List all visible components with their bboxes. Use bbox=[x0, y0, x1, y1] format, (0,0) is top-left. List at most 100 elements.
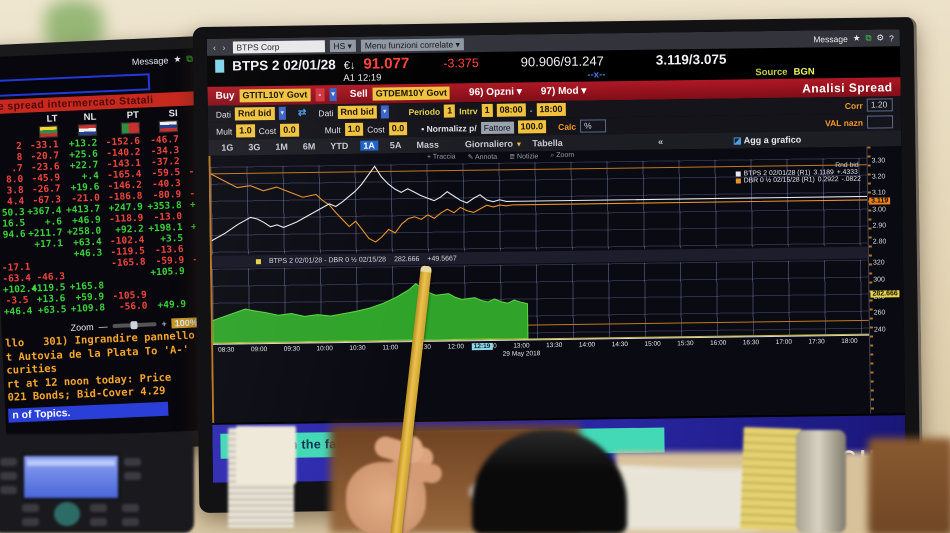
chart-tool-zoom[interactable]: ⌕ Zoom bbox=[550, 151, 575, 160]
flag-nl-icon bbox=[77, 123, 98, 137]
dropdown-icon[interactable]: ▾ bbox=[278, 106, 287, 120]
x-tick-label: 17:30 bbox=[808, 338, 825, 346]
corner-cell bbox=[0, 115, 22, 140]
sell-security-field[interactable]: GTDEM10Y Govt bbox=[372, 86, 451, 101]
add-to-chart-button[interactable]: ◪ Agg a grafico bbox=[732, 134, 802, 146]
time-dash: - bbox=[529, 104, 533, 115]
x-tick-label: 16:00 bbox=[710, 339, 727, 347]
val-nazn-field[interactable] bbox=[866, 115, 894, 129]
rnd-bid-field-2[interactable]: Rnd bid bbox=[337, 105, 378, 120]
spread-last-value: 282.666 bbox=[393, 255, 420, 263]
calc-field[interactable]: % bbox=[580, 119, 607, 133]
intrv-label: Intrv bbox=[459, 105, 478, 116]
pricing-source[interactable]: BGN bbox=[793, 66, 815, 78]
y-tick-label: 3.10 bbox=[871, 189, 886, 197]
chart-region: + Traccia ✎ Annota ≣ Notizie ⌕ Zoom Rnd bid… bbox=[208, 146, 906, 423]
message-button[interactable]: Message bbox=[131, 54, 169, 67]
tab-3g[interactable]: 3G bbox=[248, 142, 261, 153]
session-time: A1 12:19 bbox=[343, 72, 382, 84]
column-label: SI bbox=[168, 108, 178, 120]
source-label: Source bbox=[755, 66, 788, 79]
collapse-button[interactable]: « bbox=[657, 136, 664, 147]
frequency-dropdown[interactable]: Giornaliero ▼ bbox=[464, 138, 523, 150]
yield-bid-ask: 3.119/3.075 bbox=[655, 51, 727, 68]
tabella-button[interactable]: Tabella bbox=[532, 137, 563, 149]
swap-icon[interactable]: ⇄ bbox=[297, 107, 307, 119]
flag-lt-icon bbox=[38, 125, 59, 139]
fattore-field[interactable]: 100.0 bbox=[517, 120, 547, 134]
periodo-label: Periodo bbox=[408, 106, 441, 117]
y-tick-label: 240 bbox=[873, 326, 886, 334]
dropdown-icon[interactable]: ▾ bbox=[380, 105, 389, 119]
tab-mass[interactable]: Mass bbox=[416, 139, 439, 150]
ticker-input[interactable]: BTPS Corp bbox=[232, 39, 325, 54]
tab-1g[interactable]: 1G bbox=[221, 142, 234, 153]
message-button[interactable]: Message bbox=[813, 33, 848, 44]
end-time-field[interactable]: 18:00 bbox=[536, 102, 566, 117]
intrv-field[interactable]: 1 bbox=[481, 103, 493, 118]
spread-value: +109.8 bbox=[70, 302, 106, 315]
fattore-label[interactable]: Fattore bbox=[480, 121, 514, 134]
corr-field[interactable]: 1.20 bbox=[866, 98, 893, 112]
zoom-slider[interactable] bbox=[112, 321, 157, 330]
opzni-menu[interactable]: 96) Opzni ▾ bbox=[468, 86, 522, 99]
column-header-lt: LT bbox=[20, 113, 59, 139]
tab-1a[interactable]: 1A bbox=[360, 140, 378, 151]
spread-value: +63.5 bbox=[37, 304, 67, 317]
rnd-bid-field[interactable]: Rnd bid bbox=[234, 106, 275, 121]
zoom-out-button[interactable]: — bbox=[98, 321, 108, 332]
chart-tool-notizie[interactable]: ≣ Notizie bbox=[509, 153, 539, 161]
zoom-slider-handle[interactable] bbox=[130, 321, 138, 330]
spread-pane[interactable] bbox=[212, 259, 870, 344]
tab-1m[interactable]: 1M bbox=[275, 141, 288, 152]
zoom-in-button[interactable]: + bbox=[161, 318, 167, 329]
mult2-field[interactable]: 1.0 bbox=[344, 122, 364, 136]
legend-change: -.0822 bbox=[841, 175, 861, 184]
chart-toolbar: + Traccia ✎ Annota ≣ Notizie ⌕ Zoom bbox=[427, 152, 574, 162]
tab-5a[interactable]: 5A bbox=[389, 140, 402, 151]
hs-dropdown[interactable]: HS ▾ bbox=[329, 39, 356, 52]
yield-pane[interactable]: Rnd bid BTPS 2 02/01/28 (R1) 3.1189 +.4333… bbox=[210, 157, 868, 255]
nav-arrows[interactable]: ‹ › bbox=[212, 42, 228, 53]
x-tick-label: 16:30 bbox=[742, 339, 760, 347]
minus-button[interactable]: - bbox=[315, 88, 325, 102]
cost2-field[interactable]: 0.0 bbox=[388, 122, 408, 136]
column-label: PT bbox=[126, 109, 140, 122]
price-axis: 3.303.203.103.002.902.80 320300280260240… bbox=[866, 146, 906, 414]
tab-6m[interactable]: 6M bbox=[302, 141, 316, 152]
start-time-field[interactable]: 08:00 bbox=[496, 103, 526, 117]
column-label: NL bbox=[83, 111, 97, 124]
mod-menu[interactable]: 97) Mod ▾ bbox=[540, 85, 587, 98]
spread-value: +46.4 bbox=[3, 305, 33, 318]
y-tick-label: 3.20 bbox=[871, 173, 886, 181]
periodo-field[interactable]: 1 bbox=[444, 104, 456, 118]
gear-icon[interactable]: ⚙ bbox=[876, 32, 885, 43]
dropdown-icon[interactable]: ▾ bbox=[329, 88, 337, 102]
spread-series-label: BTPS 2 02/01/28 - DBR 0 ½ 02/15/28 bbox=[268, 255, 387, 265]
spread-value: +49.9 bbox=[157, 298, 187, 312]
help-icon[interactable]: ? bbox=[889, 32, 894, 43]
tab-ytd[interactable]: YTD bbox=[330, 140, 349, 152]
panels-icon[interactable]: ⧉ bbox=[865, 32, 872, 43]
chart-tool-annota[interactable]: ✎ Annota bbox=[467, 153, 498, 162]
y-tick-label: 3.30 bbox=[871, 157, 886, 165]
x-tick-label: 08:30 bbox=[218, 346, 235, 354]
x-tick-label: 09:30 bbox=[283, 345, 301, 353]
date-label: 29 May 2018 bbox=[502, 350, 541, 358]
star-icon[interactable]: ★ bbox=[852, 32, 861, 43]
chart-tool-traccia[interactable]: + Traccia bbox=[426, 153, 456, 161]
mult-field[interactable]: 1.0 bbox=[236, 124, 255, 138]
topics-highlight[interactable]: n of Topics. bbox=[8, 401, 169, 423]
series-swatch-icon bbox=[255, 258, 261, 264]
related-functions-menu[interactable]: Menu funzioni correlate ▾ bbox=[360, 37, 464, 52]
cost-field[interactable]: 0.0 bbox=[280, 123, 299, 137]
buy-security-field[interactable]: GTITL10Y Govt bbox=[239, 88, 311, 103]
cost-label: Cost bbox=[258, 125, 277, 136]
chart-plot-area[interactable]: + Traccia ✎ Annota ≣ Notizie ⌕ Zoom Rnd bid… bbox=[208, 146, 871, 423]
x-tick-label: 17:00 bbox=[775, 338, 793, 346]
cost2-label: Cost bbox=[367, 123, 385, 135]
zoom-label: Zoom bbox=[70, 321, 94, 333]
chevron-down-icon: ▼ bbox=[515, 141, 523, 149]
dati-label: Dati bbox=[215, 109, 232, 120]
star-icon[interactable]: ★ bbox=[173, 53, 182, 65]
